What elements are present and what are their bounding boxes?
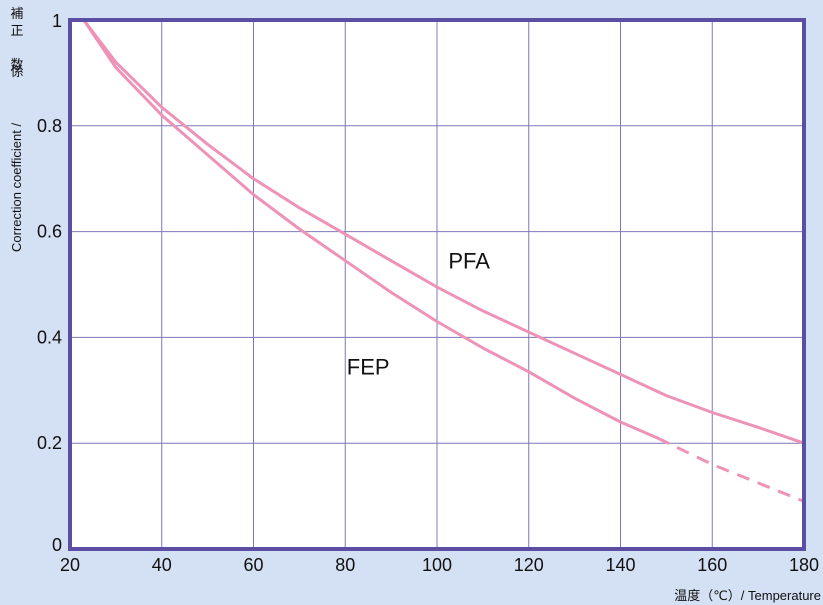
fep-line [82, 18, 659, 440]
x-tick-label: 20 [60, 555, 80, 575]
y-tick-label: 0.4 [37, 327, 62, 347]
y-axis-title-char: 係 [10, 64, 23, 79]
fep-label: FEP [347, 354, 390, 379]
x-tick-label: 100 [422, 555, 452, 575]
x-axis-ticks: 20 40 60 80 100 120 140 160 180 [60, 555, 819, 575]
series-lines [82, 18, 806, 503]
x-tick-label: 80 [335, 555, 355, 575]
y-tick-label: 0.2 [37, 433, 62, 453]
x-tick-label: 140 [605, 555, 635, 575]
x-axis-title: 温度（℃）/ Temperature [674, 588, 821, 603]
pfa-label: PFA [448, 249, 490, 274]
series-labels: PFA FEP [347, 249, 490, 380]
x-tick-label: 180 [789, 555, 819, 575]
x-tick-label: 160 [697, 555, 727, 575]
y-axis-title-char: 数 [10, 57, 23, 72]
y-tick-label: 0.6 [37, 222, 62, 242]
y-axis-title-english: Correction coefficient / [9, 123, 24, 252]
y-tick-label: 1 [52, 11, 62, 31]
plot-frame [68, 18, 806, 551]
fep-dashed-line [656, 436, 805, 503]
y-axis-title-char: 補 [10, 6, 23, 21]
y-tick-label: 0.8 [37, 116, 62, 136]
x-tick-label: 40 [152, 555, 172, 575]
grid-lines [70, 20, 804, 549]
y-axis-ticks: 0 0.2 0.4 0.6 0.8 1 [37, 11, 62, 555]
x-tick-label: 60 [243, 555, 263, 575]
x-tick-label: 120 [514, 555, 544, 575]
pfa-line [82, 18, 806, 445]
y-tick-label: 0 [52, 535, 62, 555]
y-axis-title-char: 正 [10, 23, 23, 38]
